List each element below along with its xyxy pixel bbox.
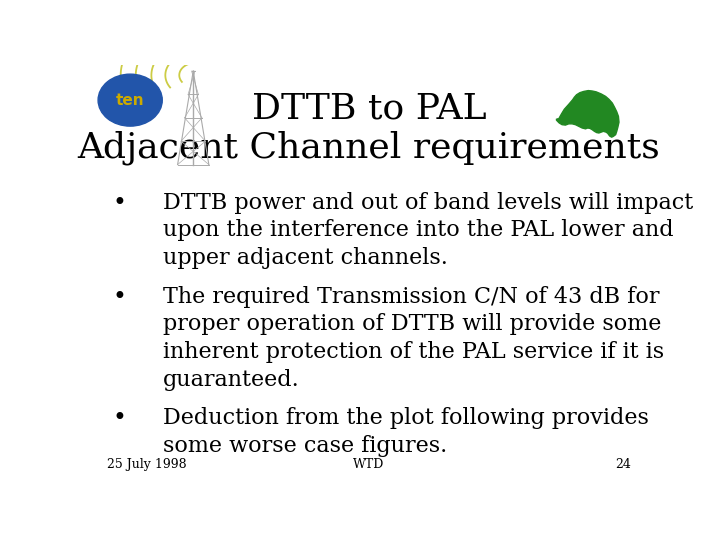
- Text: DTTB to PAL: DTTB to PAL: [252, 91, 486, 125]
- Text: inherent protection of the PAL service if it is: inherent protection of the PAL service i…: [163, 341, 664, 363]
- Text: •: •: [112, 286, 126, 308]
- Text: ten: ten: [116, 93, 145, 107]
- Text: Adjacent Channel requirements: Adjacent Channel requirements: [78, 131, 660, 165]
- Text: •: •: [112, 192, 126, 214]
- Text: upon the interference into the PAL lower and: upon the interference into the PAL lower…: [163, 219, 673, 241]
- Ellipse shape: [98, 74, 162, 126]
- Text: proper operation of DTTB will provide some: proper operation of DTTB will provide so…: [163, 313, 661, 335]
- Text: WTD: WTD: [354, 458, 384, 471]
- Text: guaranteed.: guaranteed.: [163, 369, 300, 391]
- Text: 25 July 1998: 25 July 1998: [107, 458, 186, 471]
- Text: 24: 24: [616, 458, 631, 471]
- Text: some worse case figures.: some worse case figures.: [163, 435, 447, 457]
- Text: The required Transmission C/N of 43 dB for: The required Transmission C/N of 43 dB f…: [163, 286, 659, 308]
- Text: •: •: [112, 407, 126, 430]
- Polygon shape: [557, 91, 619, 137]
- Text: DTTB power and out of band levels will impact: DTTB power and out of band levels will i…: [163, 192, 693, 214]
- Text: upper adjacent channels.: upper adjacent channels.: [163, 247, 447, 269]
- Text: Deduction from the plot following provides: Deduction from the plot following provid…: [163, 407, 649, 429]
